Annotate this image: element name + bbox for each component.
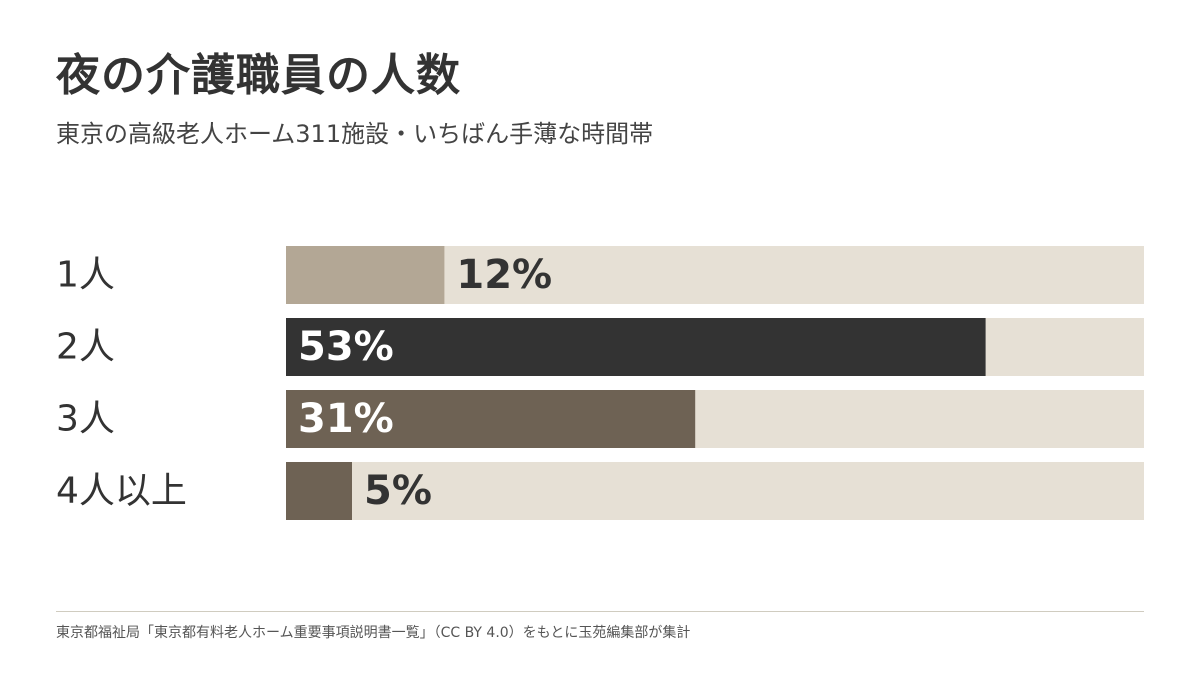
category-label: 4人以上 (56, 471, 187, 512)
chart-title: 夜の介護職員の人数 (56, 50, 461, 101)
bar (286, 390, 696, 448)
category-label: 2人 (56, 327, 115, 368)
category-label: 3人 (56, 399, 115, 440)
chart-subtitle: 東京の高級老人ホーム311施設・いちばん手薄な時間帯 (56, 120, 654, 148)
value-label: 53% (298, 324, 394, 370)
category-label: 1人 (56, 255, 115, 296)
value-label: 5% (364, 468, 432, 514)
bar (286, 246, 445, 304)
footer-divider (56, 611, 1144, 612)
value-label: 12% (456, 252, 552, 298)
bar-track (286, 462, 1144, 520)
value-label: 31% (298, 396, 394, 442)
bar (286, 462, 352, 520)
bar (286, 318, 986, 376)
source-note: 東京都福祉局「東京都有料老人ホーム重要事項説明書一覧」（CC BY 4.0）をも… (56, 625, 691, 641)
